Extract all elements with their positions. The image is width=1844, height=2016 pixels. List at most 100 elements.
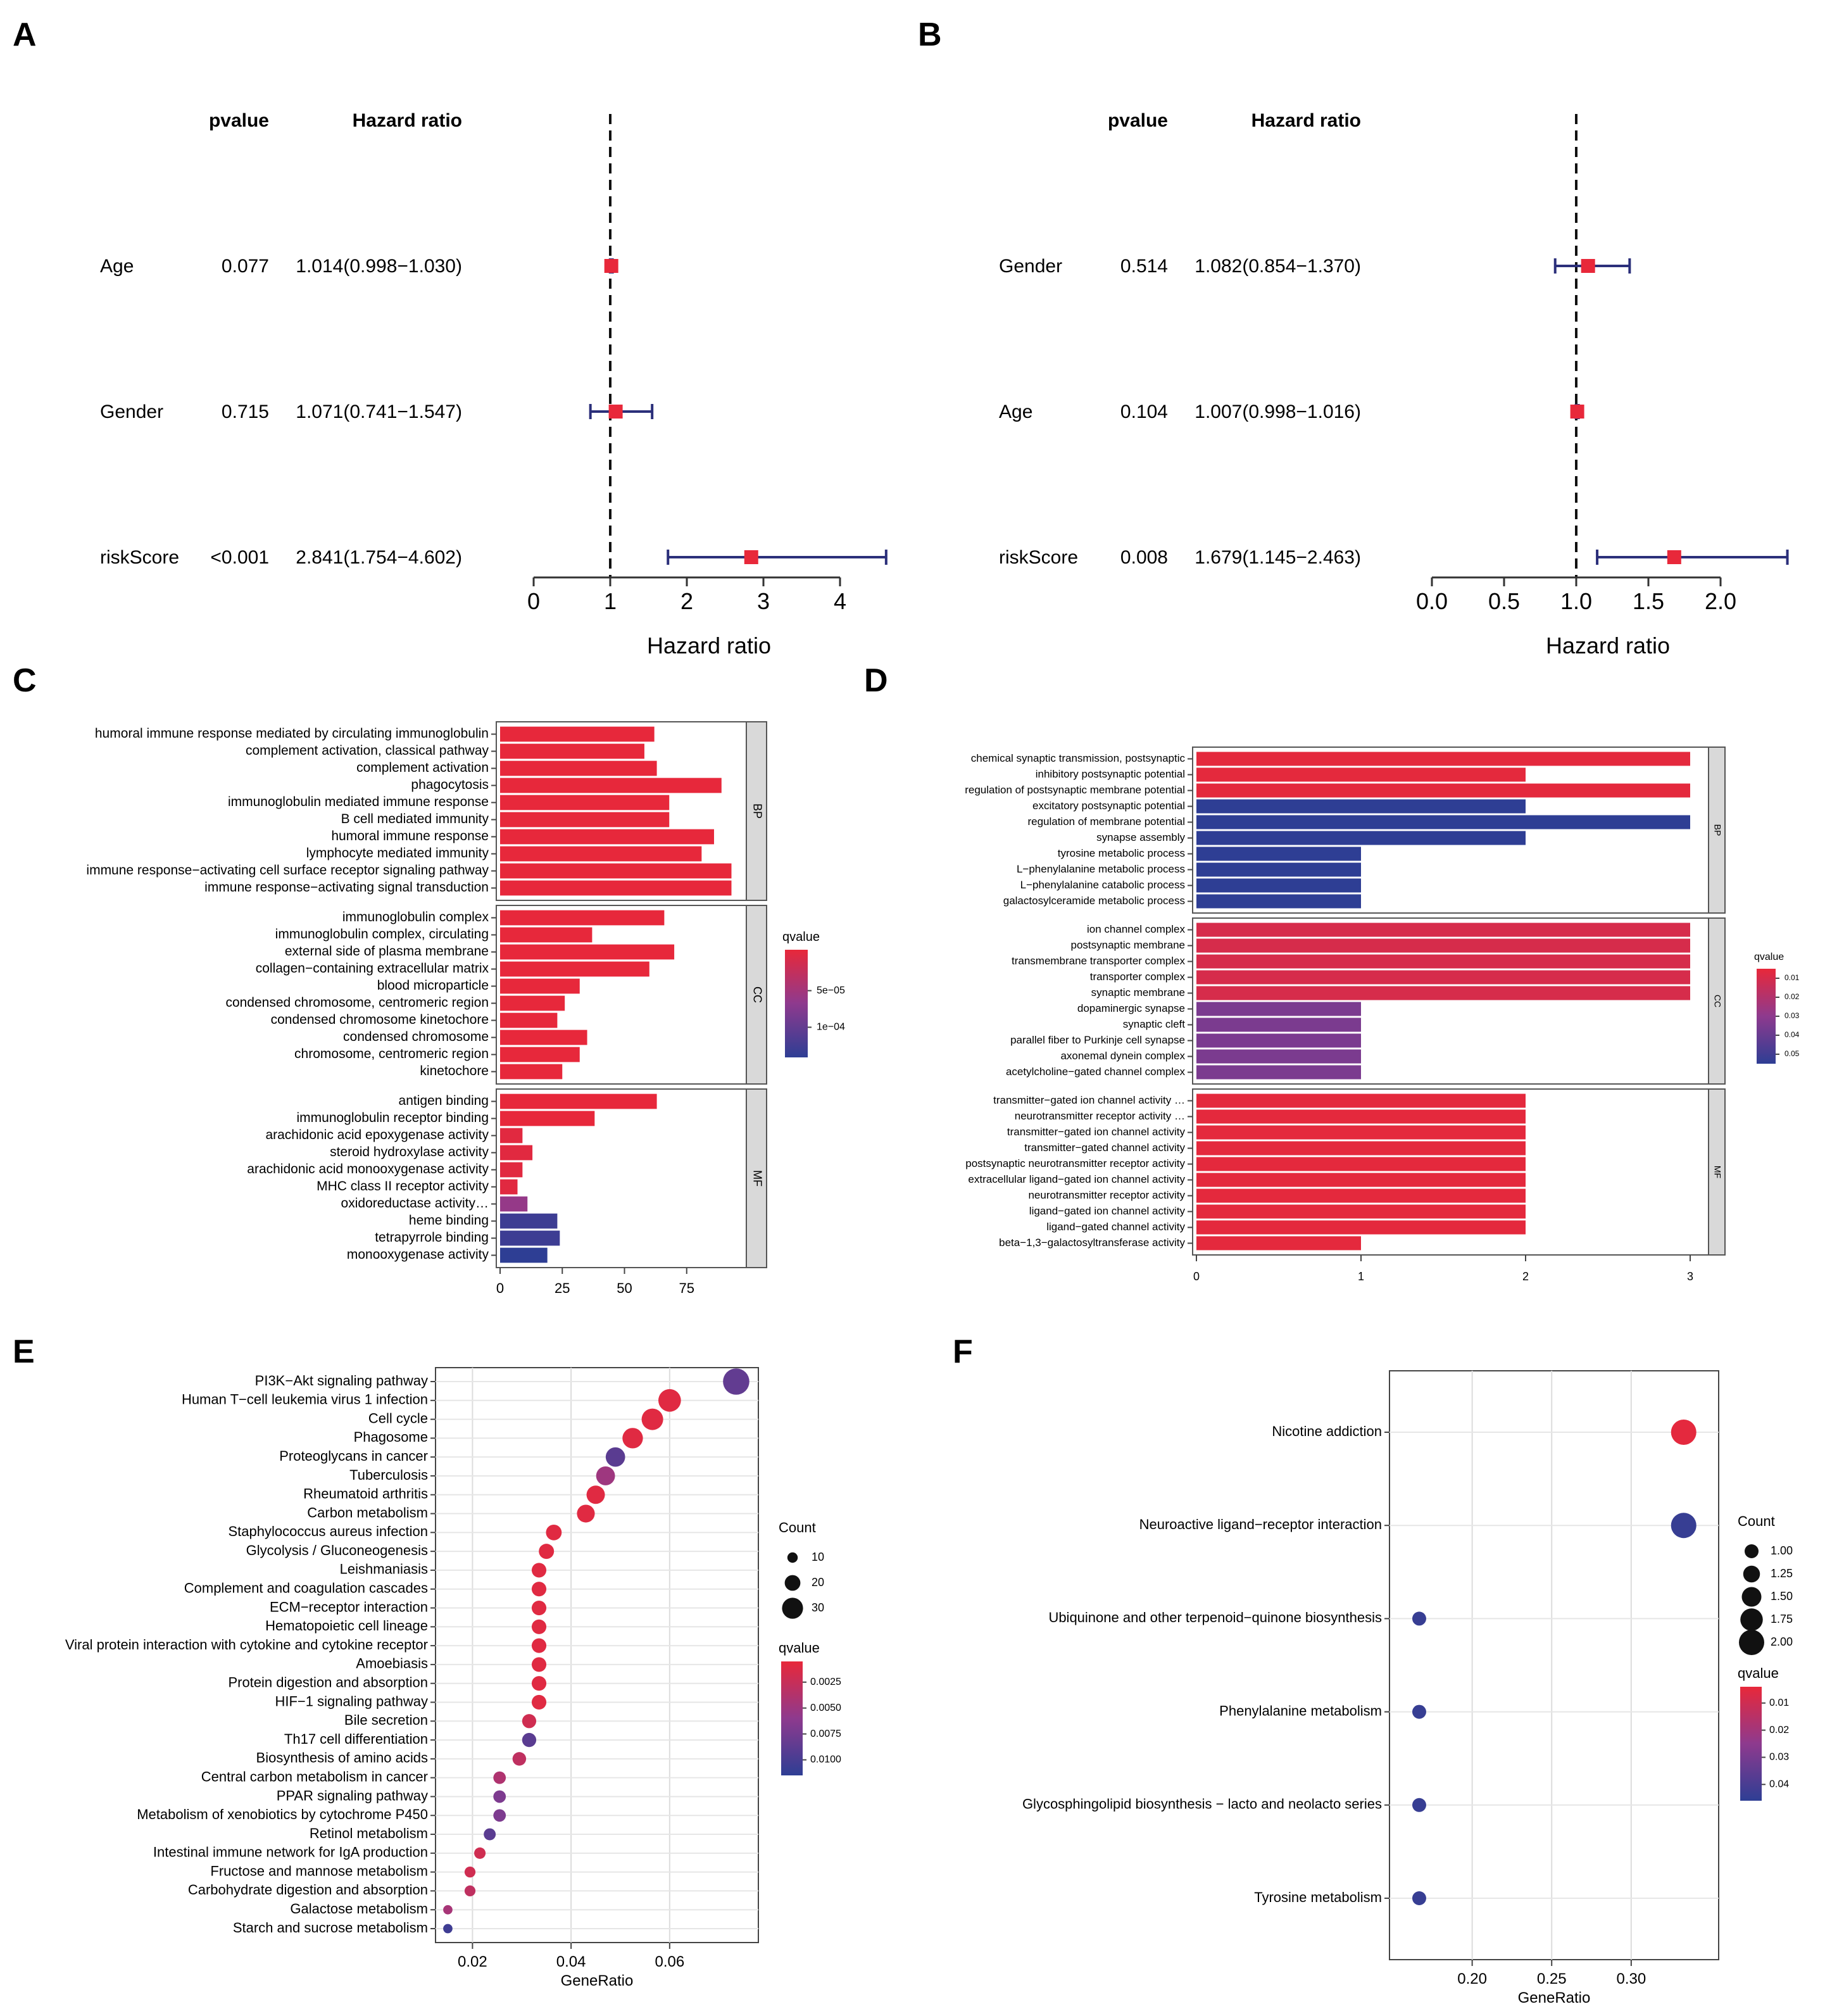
size-legend-dot <box>1745 1544 1759 1558</box>
bar <box>500 910 665 926</box>
forest-plot-a: pvalue Hazard ratio Age 0.077 1.014(0.998−1.… <box>100 110 888 658</box>
row-hazard-text: 1.082(0.854−1.370) <box>1195 256 1361 277</box>
x-axis-title: Hazard ratio <box>647 633 771 658</box>
legend-label: 1e−04 <box>817 1022 845 1033</box>
bar <box>1196 878 1361 893</box>
category-label: tyrosine metabolic process <box>1058 847 1185 859</box>
category-label: complement activation <box>356 760 489 775</box>
bar <box>500 829 714 845</box>
category-label: transporter complex <box>1090 971 1186 983</box>
category-label: immunoglobulin receptor binding <box>296 1111 489 1125</box>
legend-colorbar <box>1757 969 1776 1064</box>
category-label: immunoglobulin mediated immune response <box>228 795 489 809</box>
bar <box>500 1162 523 1178</box>
bar <box>1196 1065 1361 1080</box>
bar <box>500 944 675 960</box>
row-name: Age <box>999 401 1032 422</box>
bar <box>1196 938 1690 953</box>
x-tick-label: 3 <box>1687 1270 1693 1283</box>
pathway-label: Cell cycle <box>368 1410 428 1426</box>
row-name: Gender <box>999 256 1062 277</box>
kegg-dotplot-e: PI3K−Akt signaling pathway Human T−cell l… <box>65 1367 841 1989</box>
bar <box>1196 1033 1361 1048</box>
enrichment-dot <box>443 1905 453 1915</box>
enrichment-dot <box>464 1867 476 1878</box>
row-name: riskScore <box>999 547 1078 568</box>
bar <box>500 1030 587 1045</box>
hazard-point <box>1570 405 1584 419</box>
category-label: condensed chromosome kinetochore <box>271 1012 489 1027</box>
size-legend-label: 1.00 <box>1771 1544 1793 1557</box>
panel-labels: A B C D E F <box>13 16 973 1370</box>
bar <box>1196 1141 1526 1156</box>
enrichment-dot <box>522 1732 537 1748</box>
x-axis-title: GeneRatio <box>1518 1989 1591 2007</box>
row-pvalue: 0.008 <box>1120 547 1168 568</box>
enrichment-dot <box>622 1428 643 1449</box>
kegg-dotplot-f: Nicotine addiction Neuroactive ligand−rec… <box>1022 1370 1793 2007</box>
bar <box>500 1128 523 1143</box>
row-name: Age <box>100 256 134 277</box>
legend-label: 5e−05 <box>817 985 845 996</box>
x-tick-label: 0.25 <box>1537 1970 1567 1988</box>
pathway-label: Carbohydrate digestion and absorption <box>188 1882 428 1898</box>
bar <box>1196 970 1690 985</box>
size-legend-dot <box>1743 1565 1760 1583</box>
category-label: inhibitory postsynaptic potential <box>1036 768 1185 780</box>
category-label: transmitter−gated channel activity <box>1024 1142 1185 1154</box>
legend-label: 0.05 <box>1784 1049 1800 1058</box>
hazard-ratio-header: Hazard ratio <box>1251 110 1361 131</box>
bar <box>500 880 732 896</box>
bar <box>500 1012 558 1028</box>
x-tick-label: 0.5 <box>1488 588 1520 614</box>
enrichment-dot <box>493 1809 506 1822</box>
x-tick-label: 2 <box>681 588 693 614</box>
bar <box>500 1179 518 1195</box>
enrichment-dot <box>577 1504 595 1523</box>
pathway-label: Human T−cell leukemia virus 1 infection <box>182 1392 428 1408</box>
category-label: condensed chromosome <box>343 1030 489 1044</box>
x-tick-label: 25 <box>555 1280 570 1296</box>
pathway-label: Tuberculosis <box>349 1467 428 1483</box>
pathway-label: Th17 cell differentiation <box>284 1731 428 1747</box>
pathway-label: Rheumatoid arthritis <box>303 1486 428 1502</box>
bar <box>500 726 655 742</box>
enrichment-dot <box>493 1790 506 1803</box>
enrichment-dot <box>546 1524 562 1540</box>
bar <box>1196 752 1690 766</box>
color-legend-bar <box>781 1661 803 1775</box>
x-tick-label: 0.04 <box>556 1953 586 1970</box>
enrichment-dot <box>531 1600 547 1616</box>
category-label: transmitter−gated ion channel activity <box>1007 1126 1186 1138</box>
bar <box>500 812 670 828</box>
size-legend-dot <box>1741 1587 1762 1607</box>
facet-strip-label: BP <box>751 803 763 819</box>
category-label: arachidonic acid epoxygenase activity <box>265 1128 489 1142</box>
facet-strip <box>1708 1088 1726 1256</box>
hazard-point <box>744 550 758 564</box>
pathway-label: Glycolysis / Gluconeogenesis <box>246 1542 428 1558</box>
category-label: tetrapyrrole binding <box>375 1230 489 1245</box>
category-label: ion channel complex <box>1087 923 1185 935</box>
pathway-label: Intestinal immune network for IgA produc… <box>153 1844 428 1860</box>
panel-label-f: F <box>953 1333 973 1370</box>
x-tick-label: 0.0 <box>1416 588 1448 614</box>
category-label: condensed chromosome, centromeric region <box>225 995 489 1010</box>
pathway-label: Phagosome <box>354 1429 428 1445</box>
row-pvalue: 0.077 <box>222 256 269 277</box>
bar <box>1196 1125 1526 1140</box>
category-label: monooxygenase activity <box>347 1247 489 1262</box>
enrichment-dot <box>531 1619 547 1634</box>
category-label: collagen−containing extracellular matrix <box>256 961 489 976</box>
category-label: regulation of membrane potential <box>1027 816 1185 828</box>
x-tick-label: 2.0 <box>1705 588 1736 614</box>
category-label: heme binding <box>409 1213 489 1228</box>
go-barplot-c: BP humoral immune response mediated by ci… <box>86 721 845 1296</box>
enrichment-dot <box>443 1924 453 1934</box>
x-tick-label: 0 <box>496 1280 504 1296</box>
bar <box>1196 862 1361 877</box>
plot-frame <box>435 1367 759 1943</box>
category-label: synaptic membrane <box>1091 986 1185 999</box>
facet-strip <box>1708 917 1726 1085</box>
hazard-ratio-header: Hazard ratio <box>353 110 462 131</box>
